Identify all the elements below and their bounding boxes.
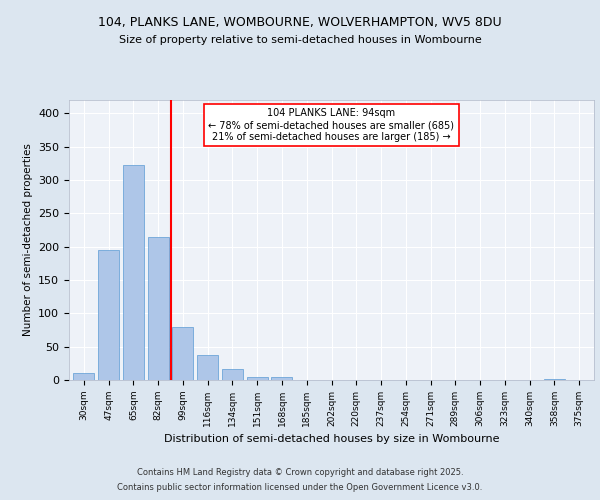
Bar <box>197 354 218 380</box>
Bar <box>123 166 144 380</box>
Bar <box>148 238 169 380</box>
Text: Size of property relative to semi-detached houses in Wombourne: Size of property relative to semi-detach… <box>119 35 481 45</box>
Text: 104 PLANKS LANE: 94sqm
← 78% of semi-detached houses are smaller (685)
21% of se: 104 PLANKS LANE: 94sqm ← 78% of semi-det… <box>209 108 455 142</box>
Text: 104, PLANKS LANE, WOMBOURNE, WOLVERHAMPTON, WV5 8DU: 104, PLANKS LANE, WOMBOURNE, WOLVERHAMPT… <box>98 16 502 29</box>
Bar <box>271 376 292 380</box>
Bar <box>222 370 243 380</box>
Bar <box>172 328 193 380</box>
Text: Contains public sector information licensed under the Open Government Licence v3: Contains public sector information licen… <box>118 483 482 492</box>
Text: Contains HM Land Registry data © Crown copyright and database right 2025.: Contains HM Land Registry data © Crown c… <box>137 468 463 477</box>
Bar <box>73 374 94 380</box>
Bar <box>98 250 119 380</box>
X-axis label: Distribution of semi-detached houses by size in Wombourne: Distribution of semi-detached houses by … <box>164 434 499 444</box>
Y-axis label: Number of semi-detached properties: Number of semi-detached properties <box>23 144 32 336</box>
Bar <box>247 378 268 380</box>
